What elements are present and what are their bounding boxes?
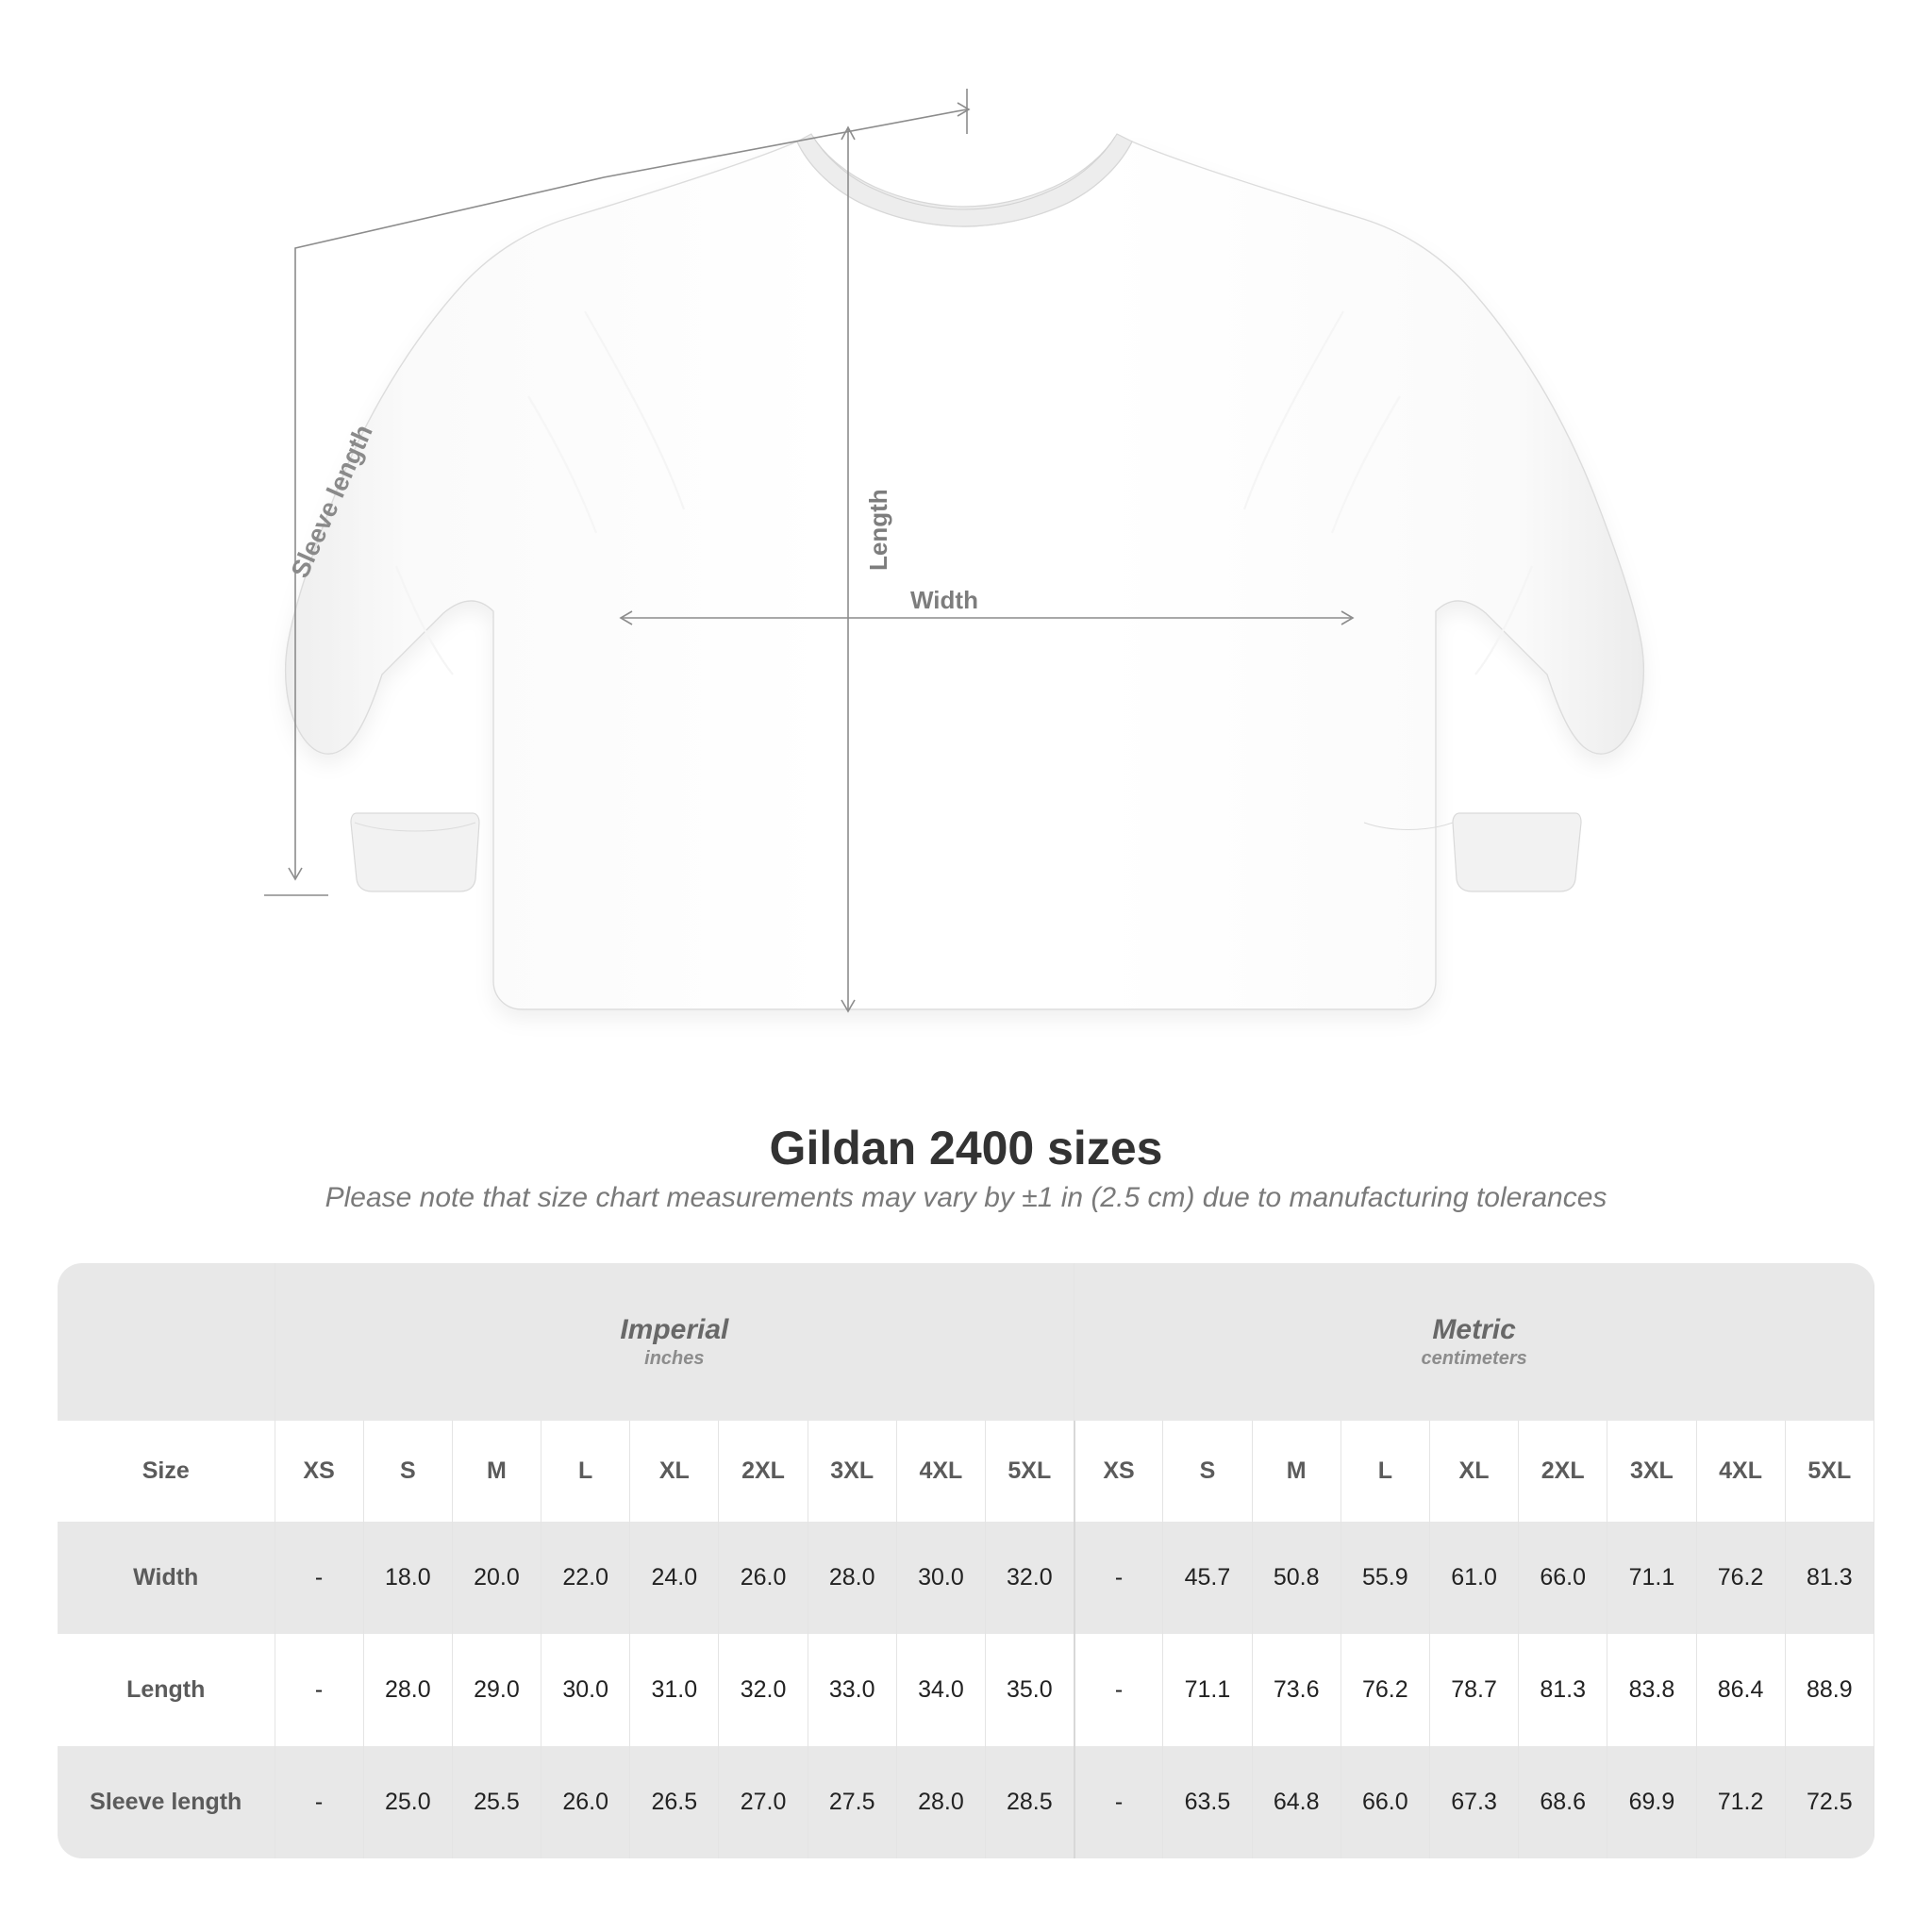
svg-text:Width: Width	[910, 586, 978, 614]
svg-text:Length: Length	[864, 489, 892, 571]
svg-text:Sleeve length: Sleeve length	[286, 421, 378, 582]
